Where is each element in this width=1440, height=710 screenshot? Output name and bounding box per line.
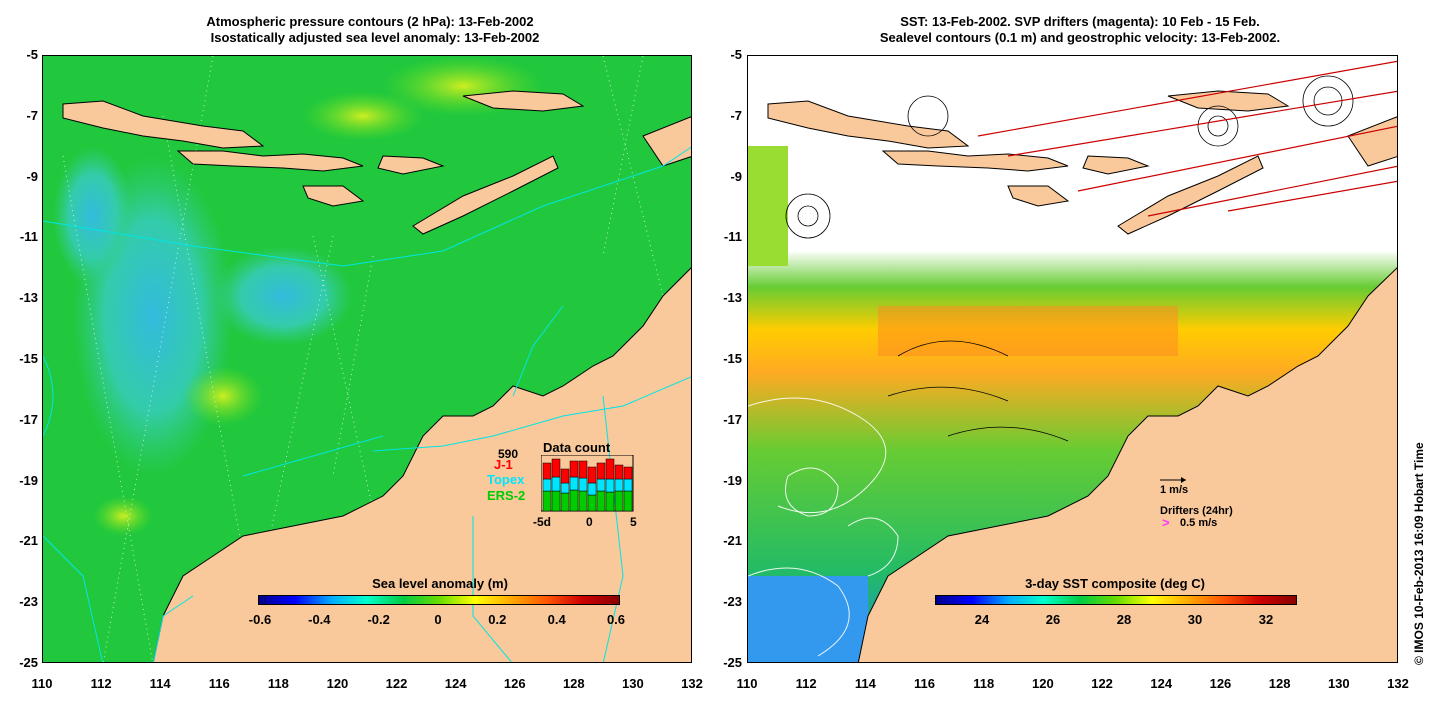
left-title-line2: Isostatically adjusted sea level anomaly… [210, 30, 540, 45]
x-tick-label: 110 [31, 676, 53, 691]
x-tick-label: 122 [385, 676, 408, 691]
y-tick-label: -21 [19, 533, 38, 549]
y-tick-label: -23 [19, 594, 38, 610]
colorbar-tick-label: 32 [1258, 612, 1274, 627]
sat-label-j1: J-1 [494, 457, 513, 472]
right-colorbar-title: 3-day SST composite (deg C) [1025, 576, 1205, 591]
colorbar-tick-label: 30 [1187, 612, 1203, 627]
x-tick-label: 130 [622, 676, 644, 691]
x-tick-label: 128 [1268, 676, 1291, 691]
y-tick-label: -11 [723, 229, 742, 245]
velocity-scale-label: 1 m/s [1160, 484, 1189, 496]
drifters-label: Drifters (24hr) [1160, 505, 1233, 517]
y-tick-label: -15 [723, 351, 742, 366]
right-title-line1: SST: 13-Feb-2002. SVP drifters (magenta)… [900, 14, 1260, 29]
colorbar-tick-label: -0.2 [367, 612, 390, 627]
x-tick-label: 124 [1150, 676, 1173, 691]
colorbar-tick-label: 28 [1116, 612, 1132, 627]
x-tick-label: 126 [1209, 676, 1232, 691]
y-tick-label: -17 [723, 411, 742, 427]
data-count-tick-minus5: -5d [533, 515, 551, 529]
y-tick-label: -5 [26, 47, 38, 62]
colorbar-tick-label: 24 [974, 612, 990, 627]
colorbar-tick-label: 0.4 [547, 612, 566, 627]
drifter-scale-label: 0.5 m/s [1180, 517, 1218, 529]
x-tick-label: 112 [90, 676, 112, 691]
colorbar-tick-label: 0 [434, 612, 442, 627]
y-tick-label: -11 [19, 229, 38, 245]
x-tick-label: 116 [208, 676, 230, 691]
data-count-tick-0: 0 [586, 515, 593, 529]
x-tick-label: 112 [795, 676, 817, 691]
x-tick-label: 114 [854, 676, 876, 691]
x-tick-label: 120 [1032, 676, 1054, 691]
y-tick-label: -25 [723, 655, 742, 670]
x-tick-label: 128 [562, 676, 585, 691]
y-tick-label: -25 [19, 655, 38, 670]
x-tick-label: 118 [973, 676, 995, 691]
right-title-line2: Sealevel contours (0.1 m) and geostrophi… [879, 30, 1281, 45]
drifter-scale-arrow-icon: > [1162, 515, 1170, 530]
data-count-title: Data count [543, 440, 611, 455]
y-tick-label: -7 [26, 107, 38, 123]
x-tick-label: 114 [149, 676, 171, 691]
x-tick-label: 132 [1387, 676, 1409, 691]
right-map-sst [747, 55, 1398, 663]
x-tick-label: 116 [914, 676, 936, 691]
y-tick-label: -9 [26, 168, 38, 184]
y-tick-label: -13 [723, 290, 742, 306]
x-tick-label: 126 [503, 676, 526, 691]
colorbar-tick-label: -0.4 [308, 612, 331, 627]
y-tick-label: -9 [730, 168, 742, 184]
sat-label-topex: Topex [487, 472, 525, 487]
x-tick-label: 110 [736, 676, 758, 691]
x-tick-label: 124 [444, 676, 467, 691]
x-tick-label: 118 [267, 676, 289, 691]
x-tick-label: 132 [681, 676, 703, 691]
data-count-tick-5: 5 [630, 515, 637, 529]
x-tick-label: 120 [326, 676, 349, 691]
data-count-total: 590 [498, 447, 519, 461]
y-tick-label: -19 [723, 472, 742, 488]
y-tick-label: -21 [723, 533, 742, 549]
y-tick-label: -17 [19, 411, 38, 427]
y-tick-label: -19 [19, 472, 38, 488]
y-tick-label: -15 [19, 351, 38, 366]
copyright-text: © IMOS 10-Feb-2013 16:09 Hobart Time [1412, 442, 1426, 665]
colorbar-tick-label: -0.6 [248, 612, 272, 627]
sat-label-ers2: ERS-2 [487, 488, 526, 503]
y-tick-label: -13 [19, 290, 38, 306]
colorbar-tick-label: 0.2 [488, 612, 507, 627]
y-tick-label: -23 [723, 594, 742, 610]
colorbar-tick-label: 26 [1045, 612, 1061, 627]
y-tick-label: -5 [730, 47, 742, 62]
x-tick-label: 122 [1091, 676, 1113, 691]
right-colorbar [935, 595, 1297, 605]
colorbar-tick-label: 0.6 [606, 612, 626, 627]
y-tick-label: -7 [730, 107, 742, 123]
left-map-sea-level-anomaly [42, 55, 692, 663]
x-tick-label: 130 [1327, 676, 1350, 691]
data-count-chart [541, 455, 634, 512]
left-colorbar [258, 595, 620, 605]
left-colorbar-title: Sea level anomaly (m) [372, 576, 508, 591]
left-title-line1: Atmospheric pressure contours (2 hPa): 1… [206, 14, 534, 29]
